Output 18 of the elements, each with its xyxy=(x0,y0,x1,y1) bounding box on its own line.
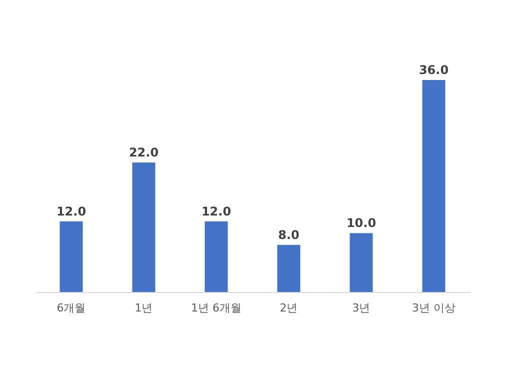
data-label: 22.0 xyxy=(128,145,159,160)
x-tick-label: 1년 6개월 xyxy=(191,302,242,314)
data-label: 8.0 xyxy=(278,228,300,242)
x-tick-label: 2년 xyxy=(280,302,298,314)
x-tick-label: 6개월 xyxy=(56,302,86,314)
bar xyxy=(60,221,83,292)
data-label: 12.0 xyxy=(201,204,232,218)
bar xyxy=(204,221,228,292)
data-label: 36.0 xyxy=(418,63,449,77)
x-tick-label: 3년 이상 xyxy=(412,302,456,314)
data-label: 12.0 xyxy=(56,204,86,218)
bar xyxy=(350,233,373,292)
data-label: 10.0 xyxy=(346,216,376,230)
bar xyxy=(277,244,300,292)
x-tick-label: 3년 xyxy=(352,302,370,314)
bar xyxy=(132,162,156,292)
bar xyxy=(422,80,446,292)
x-tick-label: 1년 xyxy=(134,302,153,314)
